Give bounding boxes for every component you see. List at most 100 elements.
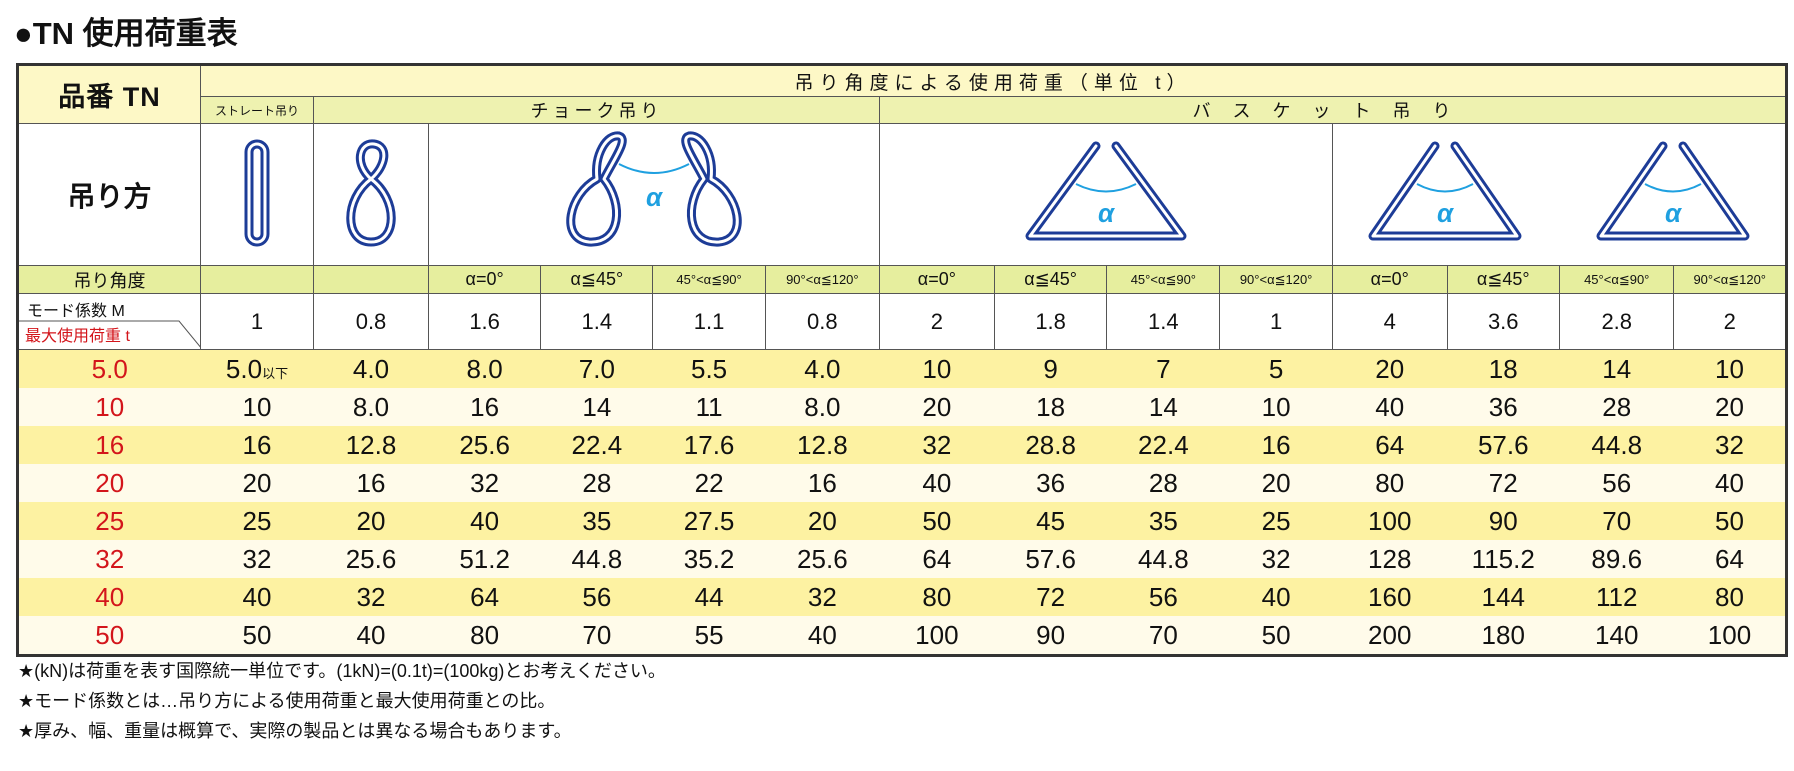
- angle: 90°<α≦120°: [1673, 265, 1787, 294]
- header: 吊り角度による使用荷重（単位 t）: [200, 64, 1787, 97]
- load: 10: [1219, 388, 1333, 426]
- load: 89.6: [1559, 540, 1674, 578]
- load-value: 20: [922, 391, 952, 422]
- angle: 45°<α≦90°: [652, 265, 766, 294]
- load: 10: [200, 388, 314, 426]
- load: 70: [1106, 616, 1220, 656]
- load: 72: [1447, 464, 1560, 502]
- load-value: 28: [1602, 391, 1632, 422]
- load-value: 28.8: [1025, 429, 1076, 460]
- data-row: 20 20 16 32 28 22 16 40 36 28 20 80 72 56 40: [17, 464, 1787, 502]
- load-value: 22: [694, 467, 724, 498]
- load-table: 品番 TN 吊り角度による使用荷重（単位 t） ストレート吊り チョーク吊り バ…: [16, 63, 1788, 657]
- load: 70: [1559, 502, 1674, 540]
- load-value: 35: [1148, 505, 1178, 536]
- load: 14: [540, 388, 653, 426]
- load-value: 40: [1715, 467, 1744, 498]
- mode-factor: 1.8: [993, 293, 1108, 350]
- load-value: 44.8: [571, 543, 623, 574]
- icon-cell: [313, 123, 429, 266]
- load: 27.5: [652, 502, 766, 540]
- load-value: 10: [242, 391, 272, 422]
- mode-factor: 1.4: [1106, 293, 1221, 350]
- load: 20: [1219, 464, 1333, 502]
- load-value: 50: [1261, 619, 1291, 650]
- mode-factor: 2: [1673, 293, 1787, 350]
- mode-factor: 0.8: [764, 293, 881, 350]
- load: 28: [540, 464, 653, 502]
- angle: α≦45°: [540, 265, 654, 294]
- load-value: 72: [1036, 581, 1066, 612]
- load-value: 32: [1715, 429, 1744, 460]
- load-value: 72: [1488, 467, 1518, 498]
- load-value: 18: [1036, 391, 1066, 422]
- group: ストレート吊り: [200, 96, 314, 124]
- load-value: 14: [1602, 353, 1632, 384]
- model: 16: [17, 426, 201, 464]
- mode-factor: 4: [1332, 293, 1448, 350]
- basket-icon: α: [1025, 141, 1187, 241]
- load-value: 100: [1368, 505, 1412, 536]
- straight-icon: [244, 139, 270, 247]
- load-value: 5: [1268, 353, 1284, 384]
- angle: α≦45°: [993, 265, 1108, 294]
- load-value: 4.0: [804, 353, 841, 384]
- load: 35.2: [652, 540, 766, 578]
- load-value: 7: [1156, 353, 1171, 384]
- load-value: 56: [1602, 467, 1632, 498]
- load-value: 32: [1261, 543, 1291, 574]
- load: 20: [200, 464, 314, 502]
- load: 112: [1559, 578, 1674, 616]
- load-value: 20: [242, 467, 272, 498]
- data-row: 16 16 12.8 25.6 22.4 17.6 12.8 32 28.8 22.4 16 64 57…: [17, 426, 1787, 464]
- load-value: 40: [807, 619, 837, 650]
- load: 20: [1332, 349, 1447, 388]
- load: 44.8: [540, 540, 653, 578]
- load: 64: [879, 540, 995, 578]
- load-value: 14: [582, 391, 612, 422]
- mode-factor: 3.6: [1446, 293, 1560, 350]
- alpha-label: α: [1437, 198, 1455, 228]
- divider: [19, 320, 200, 347]
- load-value: 8.0: [352, 391, 390, 422]
- load: 40: [1219, 578, 1333, 616]
- load: 22.4: [540, 426, 653, 464]
- load: 44.8: [1559, 426, 1674, 464]
- load: 100: [879, 616, 995, 656]
- load: 40: [313, 616, 429, 656]
- load-value: 40: [1261, 581, 1291, 612]
- load: 36: [994, 464, 1107, 502]
- load-value: 44.8: [1138, 543, 1189, 574]
- load: 64: [428, 578, 541, 616]
- load-value: 10: [1261, 391, 1291, 422]
- load: 55: [652, 616, 766, 656]
- load: 64: [1332, 426, 1447, 464]
- group: バスケット吊り: [879, 96, 1787, 124]
- load-value: 27.5: [683, 505, 735, 536]
- load: 20: [313, 502, 429, 540]
- method-label: 吊り方: [17, 123, 201, 266]
- load-value: 115.2: [1471, 543, 1535, 574]
- group: チョーク吊り: [313, 96, 880, 124]
- load-value: 8.0: [466, 353, 503, 384]
- load: 4.0: [313, 349, 429, 388]
- load: 16: [1219, 426, 1333, 464]
- alpha-label: α: [1665, 198, 1683, 228]
- load: 8.0: [313, 388, 429, 426]
- data-row: 5.0 5.0以下 4.0 8.0 7.0 5.5 4.0 10 9 7 5 20 18 14 10: [17, 349, 1787, 388]
- load: 32: [879, 426, 995, 464]
- load-value: 100: [915, 619, 959, 650]
- load: 12.8: [313, 426, 429, 464]
- load-value: 18: [1488, 353, 1518, 384]
- load: 16: [765, 464, 880, 502]
- angle: α=0°: [1332, 265, 1448, 294]
- load-value: 200: [1368, 619, 1412, 650]
- load: 45: [994, 502, 1107, 540]
- load: 80: [879, 578, 995, 616]
- load-value: 90: [1488, 505, 1518, 536]
- load: 57.6: [994, 540, 1107, 578]
- load-value: 10: [1715, 353, 1744, 384]
- load-value: 25.6: [345, 543, 397, 574]
- load-value: 57.6: [1477, 429, 1529, 460]
